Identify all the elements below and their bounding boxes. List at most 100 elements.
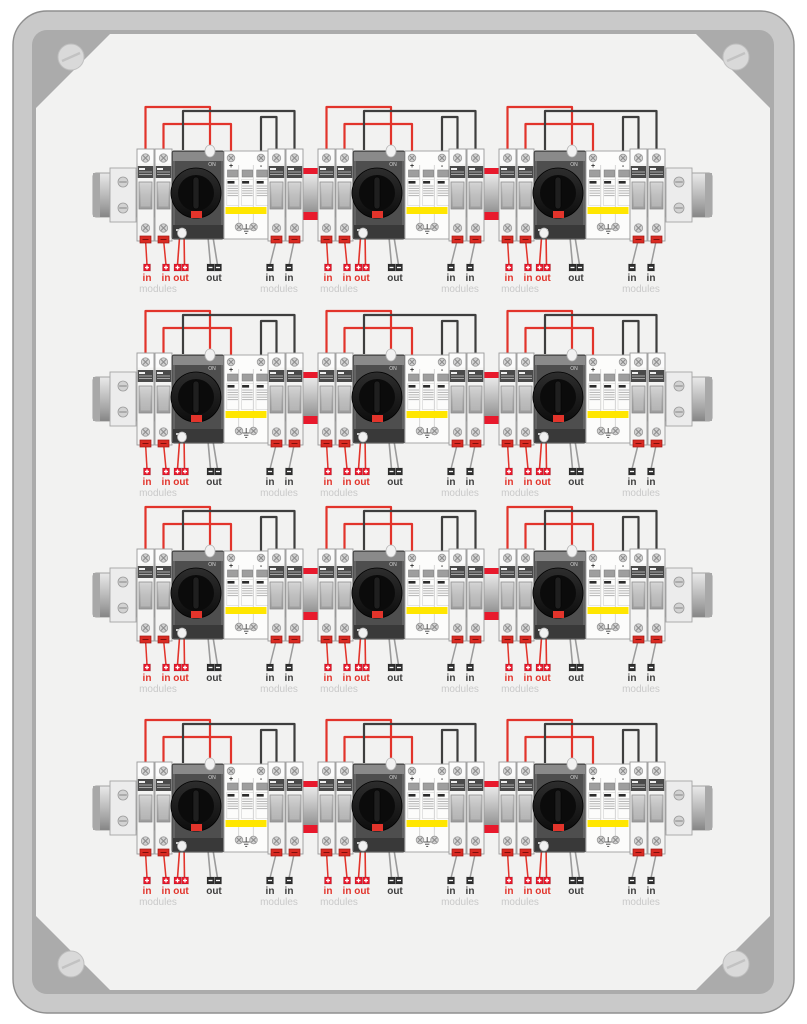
screw-icon	[502, 223, 513, 233]
screw-icon	[618, 766, 628, 776]
pos-in-label: in	[343, 273, 352, 284]
spd-brand-mark	[604, 181, 612, 184]
spd-brand-mark	[256, 385, 264, 388]
terminal-square-negative	[395, 876, 403, 885]
wire-positive	[343, 735, 414, 765]
fuse-holder	[267, 352, 286, 448]
screw-icon	[633, 623, 644, 633]
wire-negative	[181, 109, 296, 150]
modules-label: modules	[441, 488, 479, 499]
pos-in-label: in	[343, 886, 352, 897]
surge-protection-device: + -	[404, 550, 450, 640]
terminal-square-positive	[543, 263, 551, 272]
ground-symbol-icon	[604, 624, 612, 634]
terminal-square-positive	[324, 663, 332, 672]
red-bus-bridge	[484, 212, 499, 220]
spd-yellow-stripe	[225, 820, 267, 827]
screw-icon	[289, 153, 300, 163]
spd-yellow-stripe	[225, 411, 267, 418]
neg-in-label: in	[266, 673, 275, 684]
terminal-square-negative	[387, 663, 396, 672]
switch-red-flag	[191, 824, 202, 831]
spd-yellow-stripe	[587, 411, 629, 418]
terminal-square-positive	[535, 263, 544, 272]
red-bus-bridge	[484, 781, 499, 787]
knob-grip	[373, 176, 381, 210]
screw-icon	[321, 223, 332, 233]
spd-minus-label: -	[622, 367, 625, 374]
fuse-holder	[448, 352, 467, 448]
spd-brand-mark	[604, 581, 612, 584]
spd-brand-mark	[242, 581, 250, 584]
modules-label: modules	[139, 488, 177, 499]
screw-icon	[339, 153, 350, 163]
spd-minus-label: -	[622, 776, 625, 783]
screw-icon	[437, 553, 447, 563]
terminal-square-positive	[343, 467, 351, 476]
top-wire-clamp	[385, 348, 397, 362]
fuse-holder	[285, 148, 304, 244]
pos-in-label: in	[162, 273, 171, 284]
fuse-window	[631, 794, 646, 823]
pos-in-label: in	[524, 673, 533, 684]
terminal-square-negative	[466, 263, 474, 272]
spd-brand-mark	[408, 385, 416, 388]
screw-icon	[633, 553, 644, 563]
fuse-holder	[154, 761, 173, 857]
corner-screw	[722, 950, 750, 978]
terminal-square-positive	[505, 263, 513, 272]
switch-on-label: ON	[389, 775, 397, 781]
switch-on-label: ON	[570, 562, 578, 568]
wire-negative-out	[569, 636, 574, 666]
wire-negative-out	[388, 236, 393, 266]
wire-negative	[543, 509, 658, 550]
modules-label: modules	[260, 284, 298, 295]
wire-positive	[162, 326, 233, 356]
wiring	[325, 505, 477, 666]
screw-icon	[618, 357, 628, 367]
fuse-window	[156, 181, 171, 210]
terminal-square-positive	[354, 663, 363, 672]
fuse-window	[500, 181, 515, 210]
fuse-holder	[448, 761, 467, 857]
spd-yellow-stripe	[587, 207, 629, 214]
fuse-holder	[647, 548, 666, 644]
surge-protection-device: + -	[404, 354, 450, 444]
pos-out-label: out	[535, 477, 551, 488]
screw-icon	[596, 222, 606, 232]
spd-plus-label: +	[410, 367, 414, 374]
terminal-square-positive	[162, 876, 170, 885]
terminal-square-negative	[628, 263, 636, 272]
screw-icon	[470, 553, 481, 563]
fuse-holder	[629, 548, 648, 644]
fuse-holder	[335, 761, 354, 857]
screw-icon	[452, 357, 463, 367]
fuse-holder	[267, 548, 286, 644]
screw-icon	[651, 766, 662, 776]
fuse-holder	[498, 548, 517, 644]
terminal-square-negative	[387, 876, 396, 885]
spd-module-insert	[256, 373, 268, 382]
terminal-square-negative	[466, 467, 474, 476]
screw-icon	[407, 357, 417, 367]
wire-negative-out	[574, 236, 581, 266]
terminal-square-negative	[214, 263, 222, 272]
wire-positive	[524, 326, 595, 356]
neg-out-label: out	[206, 886, 222, 897]
spd-module-insert	[241, 782, 253, 791]
modules-label: modules	[622, 488, 660, 499]
terminal-square-positive	[173, 876, 182, 885]
fuse-window	[138, 581, 153, 610]
spd-brand-mark	[437, 794, 445, 797]
fuse-window	[319, 385, 334, 414]
fuse-window	[138, 794, 153, 823]
neg-out-label: out	[568, 673, 584, 684]
fuse-window	[500, 385, 515, 414]
terminal-square-negative	[206, 663, 215, 672]
wire-positive	[325, 105, 393, 149]
rail-end-terminal-block	[109, 167, 137, 223]
pos-in-label: in	[524, 886, 533, 897]
wire-positive	[325, 505, 393, 549]
